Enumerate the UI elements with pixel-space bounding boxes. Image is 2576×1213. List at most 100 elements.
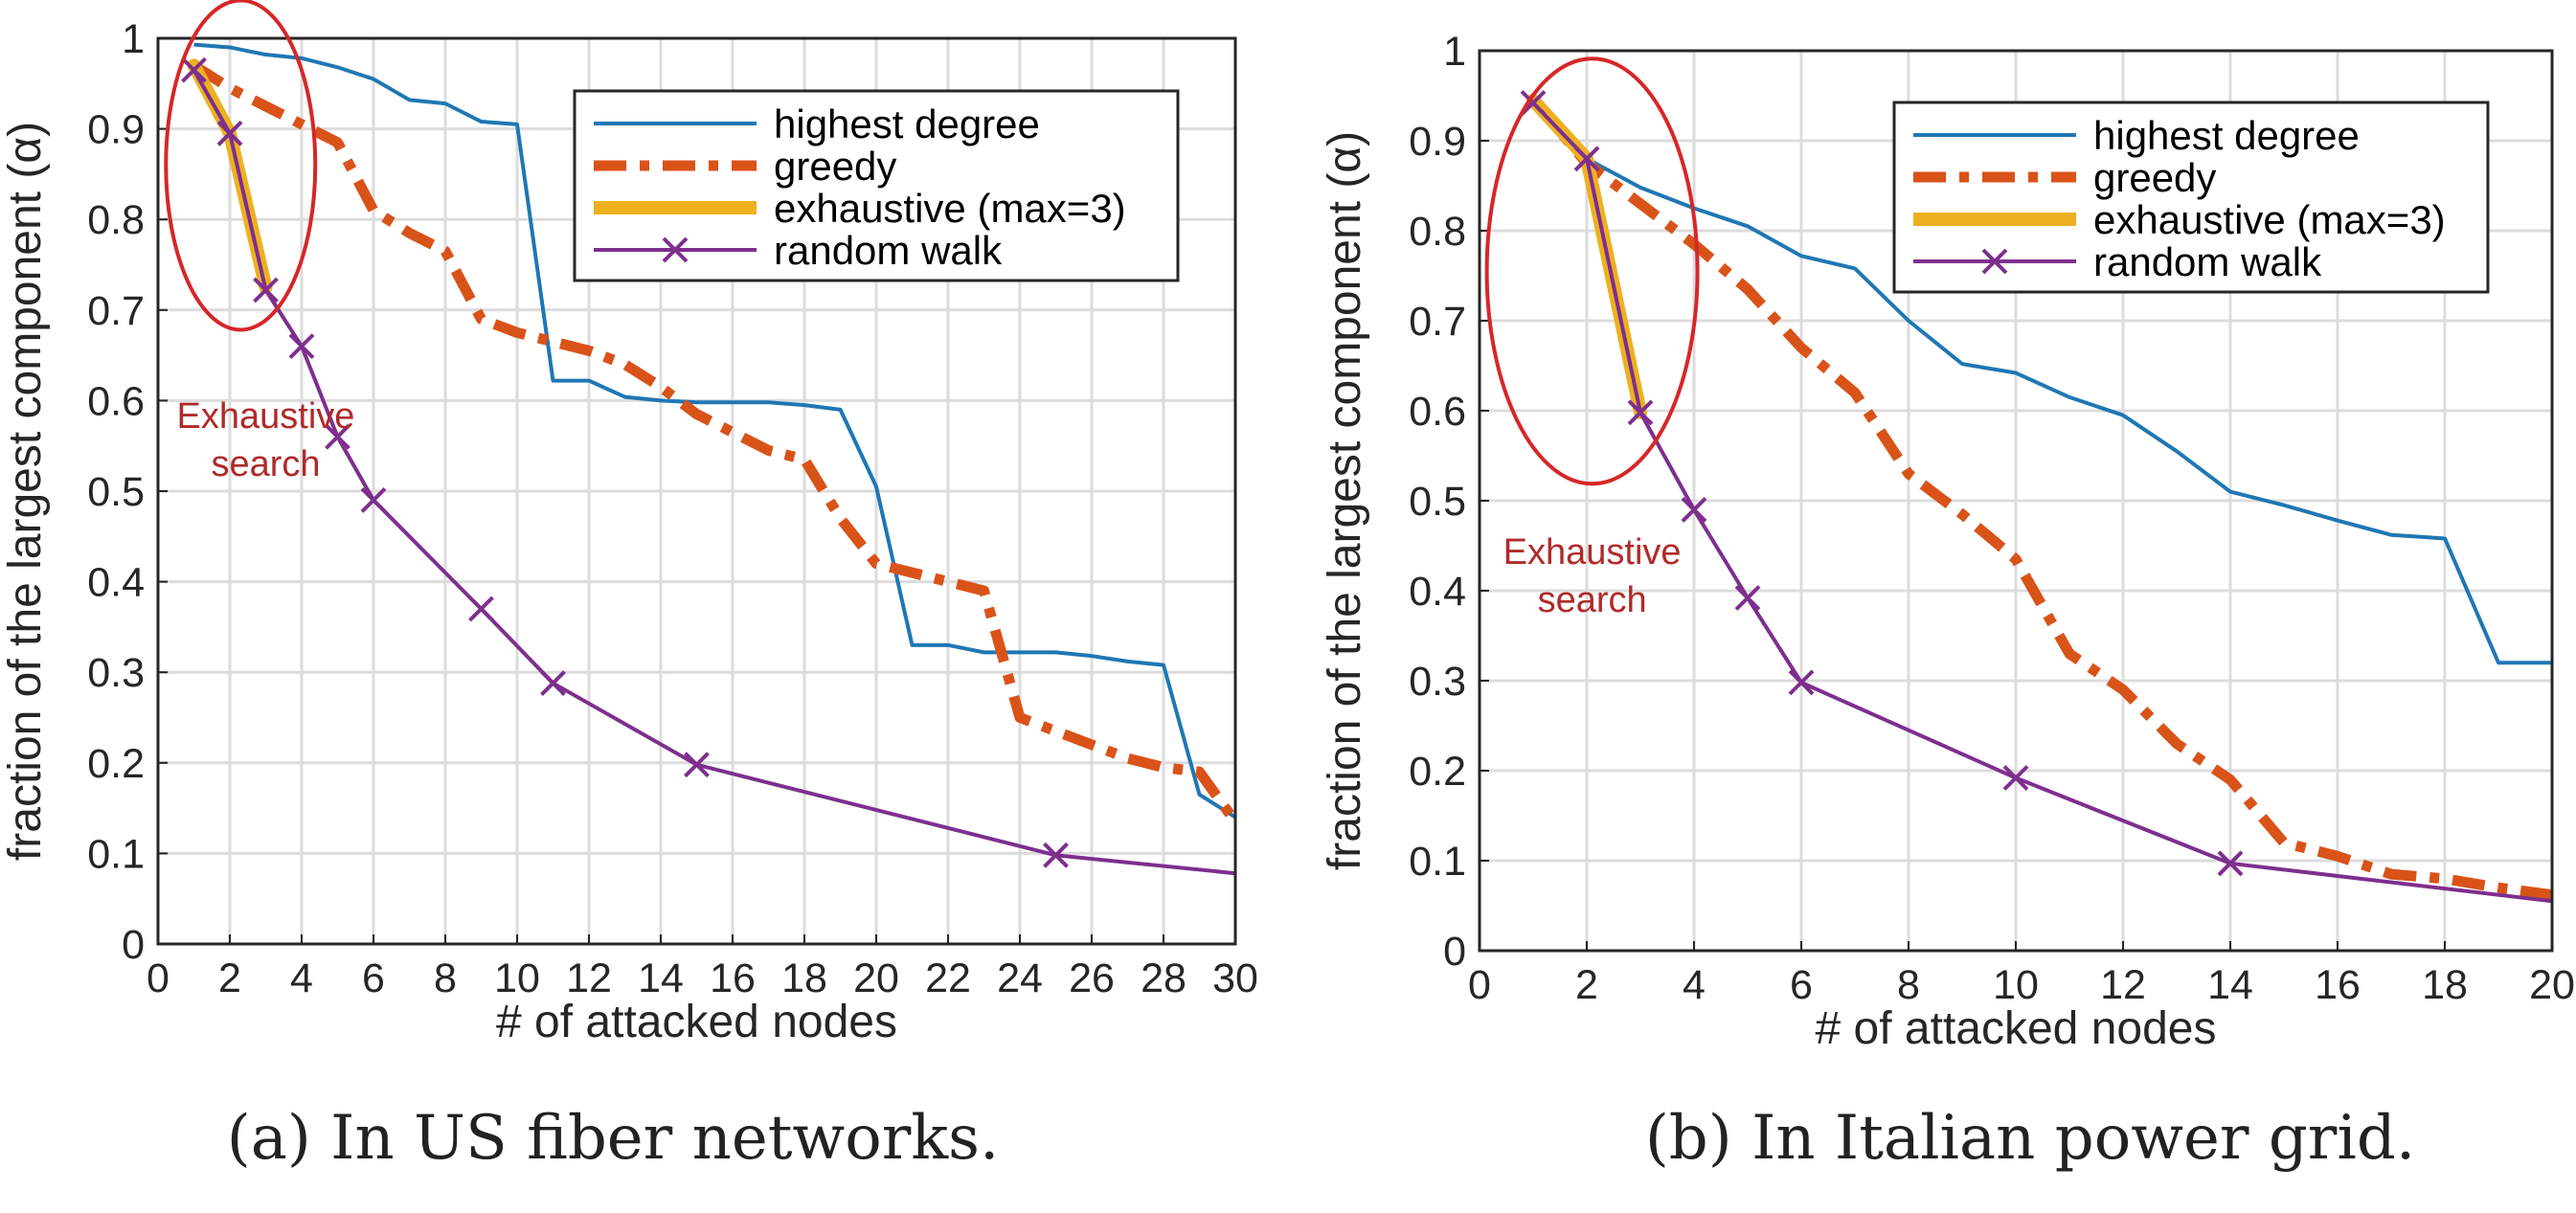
y-tick-label: 0.3 — [87, 650, 145, 696]
x-tick-label: 0 — [1468, 962, 1491, 1008]
annotation-text: Exhaustive — [177, 396, 355, 437]
legend-entry: random walk — [2093, 239, 2322, 284]
x-tick-label: 4 — [1683, 962, 1706, 1008]
random-walk-marker — [216, 120, 243, 146]
y-tick-label: 0.7 — [87, 288, 145, 334]
x-tick-label: 18 — [2422, 962, 2468, 1008]
y-tick-label: 0 — [122, 922, 145, 968]
figure-caption: (b) In Italian power grid. — [1645, 1103, 2415, 1174]
x-tick-label: 16 — [2315, 962, 2361, 1008]
random-walk-marker — [325, 423, 350, 450]
random-walk-marker — [1681, 496, 1707, 523]
y-tick-label: 0.4 — [1409, 569, 1466, 615]
random-walk-marker — [1627, 399, 1654, 426]
x-tick-label: 2 — [1575, 962, 1598, 1008]
legend-entry: exhaustive (max=3) — [2093, 197, 2446, 242]
chart-a: 0 2 4 6 8 10 12 14 16 18 20 22 24 26 28 3000.10.20.30.4… — [0, 0, 1258, 1174]
y-axis-label: fraction of the largest component (α) — [1320, 131, 1370, 870]
plot-area — [181, 42, 1235, 876]
legend-marker — [662, 236, 689, 263]
x-tick-label: 20 — [853, 955, 899, 1001]
x-tick-label: 14 — [638, 955, 684, 1001]
axes-frame — [1478, 49, 2554, 953]
x-tick-label: 10 — [1993, 962, 2039, 1008]
x-tick-label: 16 — [710, 955, 756, 1001]
annotation-text: Exhaustive — [1503, 532, 1682, 573]
random-walk-marker — [1043, 842, 1069, 868]
y-tick-label: 1 — [122, 16, 145, 62]
x-tick-label: 18 — [781, 955, 827, 1001]
x-tick-label: 8 — [1897, 962, 1920, 1008]
y-tick-label: 0 — [1443, 929, 1466, 975]
legend-marker — [1981, 248, 2008, 275]
series-line-highest-degree — [1531, 99, 2552, 665]
x-tick-label: 12 — [566, 955, 612, 1001]
random-walk-marker — [1520, 90, 1547, 116]
random-walk-marker — [2002, 765, 2029, 791]
y-tick-label: 0.5 — [87, 469, 145, 515]
y-tick-label: 0.1 — [87, 831, 145, 877]
x-tick-label: 14 — [2207, 962, 2253, 1008]
x-tick-label: 26 — [1069, 955, 1115, 1001]
legend-entry: highest degree — [2093, 113, 2360, 158]
legend-entry: greedy — [2093, 155, 2216, 200]
series-line-highest-degree — [193, 42, 1235, 820]
x-tick-label: 22 — [925, 955, 971, 1001]
y-axis-label: fraction of the largest component (α) — [0, 122, 51, 861]
x-tick-label: 6 — [362, 955, 385, 1001]
y-tick-label: 0.8 — [87, 197, 145, 243]
random-walk-marker — [253, 277, 279, 303]
y-tick-label: 0.5 — [1409, 479, 1466, 525]
x-tick-label: 20 — [2529, 962, 2575, 1008]
exhaustive-search-ellipse — [1484, 56, 1700, 486]
random-walk-marker — [2217, 850, 2244, 877]
plot-area — [1520, 90, 2552, 904]
series-line-greedy — [191, 60, 1235, 825]
random-walk-marker — [360, 487, 387, 513]
x-tick-label: 10 — [494, 955, 540, 1001]
chart-b: 0 2 4 6 8 10 12 14 16 18 20 0 0.1 0.2 0.3 0.4 0.5 0.6 0.7 0… — [1320, 29, 2575, 1174]
random-walk-marker — [1734, 585, 1761, 611]
legend-entry: random walk — [774, 228, 1003, 273]
random-walk-marker — [684, 752, 710, 778]
random-walk-marker — [181, 56, 207, 83]
axes-frame — [156, 36, 1237, 946]
x-axis-label: # of attacked nodes — [1816, 1003, 2217, 1054]
x-tick-label: 2 — [218, 955, 241, 1001]
x-axis-label: # of attacked nodes — [496, 997, 897, 1047]
series-line-greedy — [1528, 97, 2552, 901]
y-tick-label: 0.6 — [87, 378, 145, 424]
y-tick-label: 0.8 — [1409, 209, 1466, 255]
random-walk-marker — [1788, 669, 1815, 696]
exhaustive-search-ellipse — [164, 0, 318, 332]
random-walk-marker — [468, 595, 494, 622]
x-tick-label: 28 — [1141, 955, 1186, 1001]
annotation-text: search — [1538, 580, 1647, 620]
y-tick-label: 0.7 — [1409, 299, 1466, 345]
x-tick-label: 4 — [290, 955, 313, 1001]
annotation-text: search — [211, 444, 320, 484]
y-tick-label: 0.6 — [1409, 389, 1466, 435]
x-tick-label: 12 — [2100, 962, 2146, 1008]
y-tick-label: 0.3 — [1409, 659, 1466, 705]
y-tick-label: 1 — [1443, 29, 1466, 75]
x-tick-label: 30 — [1212, 955, 1258, 1001]
y-tick-label: 0.9 — [87, 107, 145, 153]
random-walk-marker — [1573, 146, 1600, 172]
figure-caption: (a) In US fiber networks. — [227, 1103, 1000, 1174]
random-walk-marker — [540, 670, 566, 696]
legend-entry: highest degree — [774, 101, 1040, 146]
x-tick-label: 6 — [1790, 962, 1813, 1008]
y-tick-label: 0.1 — [1409, 839, 1466, 885]
y-tick-label: 0.4 — [87, 560, 145, 606]
y-tick-label: 0.2 — [87, 741, 145, 787]
x-tick-label: 8 — [434, 955, 457, 1001]
x-tick-label: 0 — [147, 955, 169, 1001]
legend-entry: exhaustive (max=3) — [774, 186, 1126, 231]
x-tick-label: 24 — [997, 955, 1043, 1001]
y-tick-label: 0.2 — [1409, 749, 1466, 795]
legend-entry: greedy — [774, 144, 896, 189]
